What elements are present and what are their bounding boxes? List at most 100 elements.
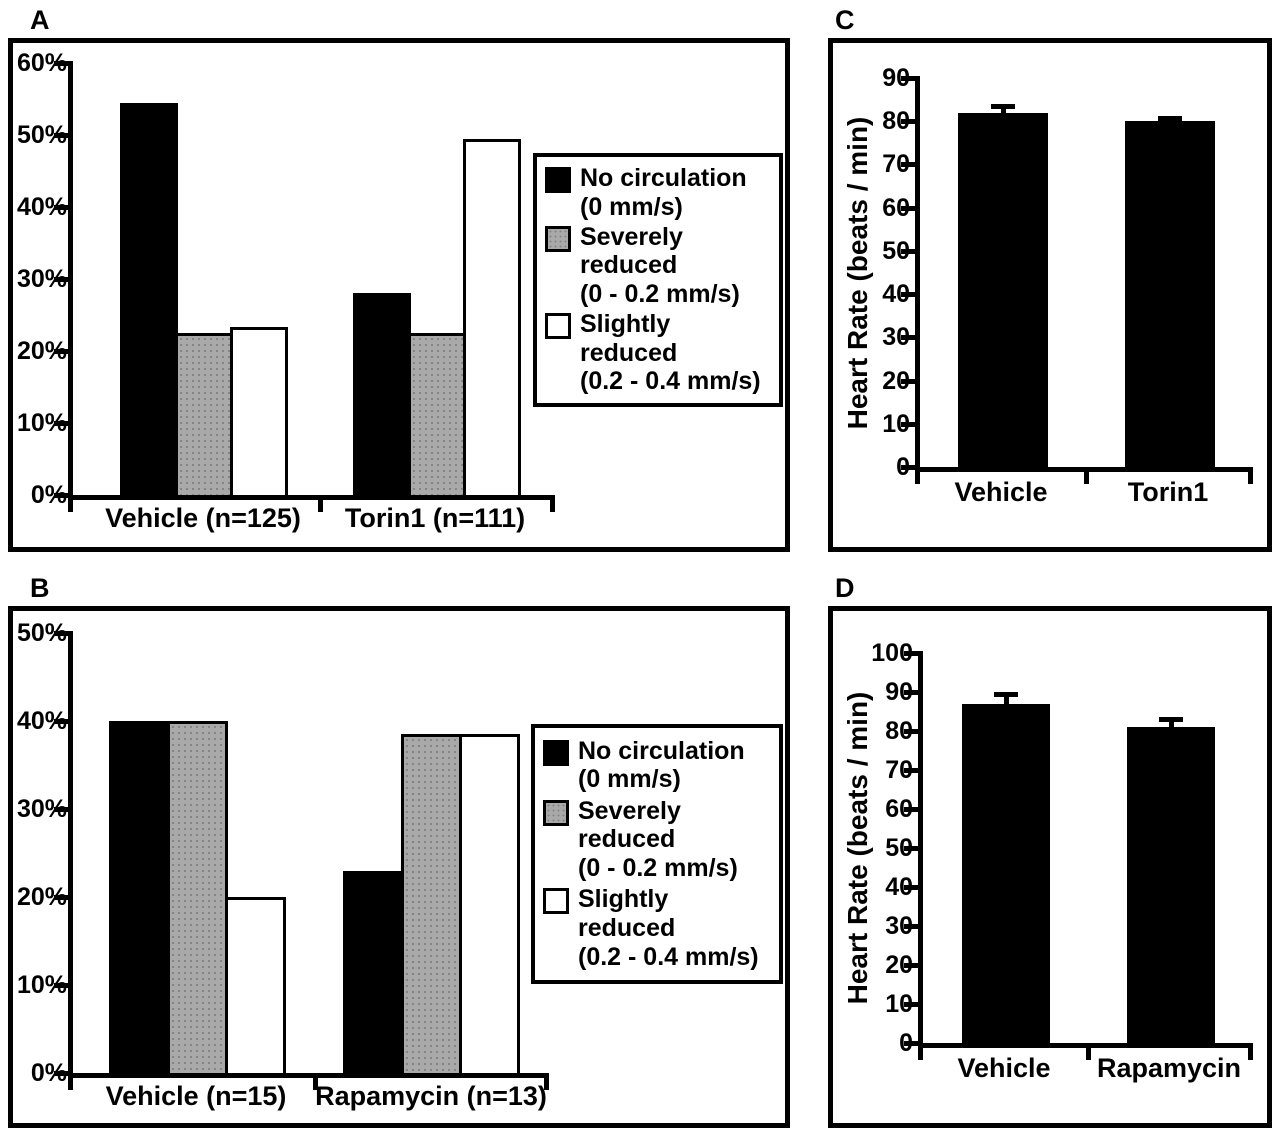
y-tick-label: 80 — [882, 107, 910, 136]
x-axis-line — [68, 495, 555, 500]
bar-black — [343, 870, 404, 1076]
y-tick-label: 20 — [885, 951, 913, 979]
legend-label-line2: (0 - 0.2 mm/s) — [580, 280, 740, 308]
bar-white — [463, 138, 521, 498]
y-tick-label: 30% — [16, 265, 67, 293]
y-tick-label: 10 — [885, 990, 913, 1018]
y-tick — [901, 119, 920, 125]
legend-label-line2: (0 mm/s) — [580, 192, 683, 221]
x-category-label: Rapamycin (n=13) — [315, 1081, 547, 1111]
x-axis-line — [68, 1073, 549, 1078]
y-tick — [54, 205, 73, 210]
y-tick-label: 10 — [882, 409, 910, 438]
legend-entry: No circulation (0 mm/s) — [545, 164, 771, 222]
y-tick-label: 10% — [16, 409, 67, 437]
y-tick-label: 50% — [16, 619, 67, 647]
x-tick — [318, 495, 323, 512]
x-axis-line — [918, 1043, 1253, 1048]
legend-entry: No circulation (0 mm/s) — [543, 737, 771, 795]
panel-b-chart: Vehicle (n=15) Rapamycin (n=13) 0% 10% 20% 30… — [8, 606, 790, 1128]
y-tick-label: 30 — [882, 323, 910, 352]
y-tick — [904, 1041, 923, 1046]
y-tick-label: 20% — [16, 883, 67, 911]
legend: No circulation (0 mm/s) Severely reduced (0… — [533, 153, 783, 407]
y-tick-label: 90 — [882, 64, 910, 92]
bar-white — [225, 897, 286, 1076]
x-category-label: Torin1 — [1127, 477, 1209, 507]
legend-label: No circulation (0 mm/s) — [578, 737, 745, 795]
error-bar-cap — [991, 104, 1015, 110]
y-tick — [54, 1071, 73, 1076]
panel-d-chart: Vehicle Rapamycin 0 10 20 30 40 50 60 70 80 90 100 He… — [828, 606, 1272, 1128]
y-axis-line — [68, 633, 73, 1078]
error-bar-cap — [1159, 717, 1183, 723]
gray-swatch — [545, 225, 571, 252]
y-tick — [904, 924, 923, 929]
panel-c-label: C — [835, 5, 855, 35]
y-tick — [54, 349, 73, 354]
x-tick — [68, 495, 73, 512]
bar-black — [120, 102, 178, 498]
x-tick — [1248, 467, 1253, 484]
white-swatch — [543, 888, 569, 915]
bar-black — [353, 293, 411, 498]
y-tick — [54, 719, 73, 724]
legend-entry: Slightly reduced (0.2 - 0.4 mm/s) — [545, 310, 771, 396]
y-tick — [904, 963, 923, 968]
y-tick-label: 50 — [885, 834, 913, 862]
legend-entry: Severely reduced (0 - 0.2 mm/s) — [543, 797, 771, 883]
y-tick-label: 30% — [16, 795, 67, 823]
x-category-label: Vehicle — [957, 1053, 1051, 1083]
y-tick-label: 0% — [30, 481, 67, 509]
bar-gray — [408, 333, 466, 498]
x-category-label: Vehicle (n=15) — [105, 1081, 287, 1111]
y-tick-label: 60 — [885, 795, 913, 823]
bar-black — [962, 703, 1050, 1046]
legend-label-line2: (0.2 - 0.4 mm/s) — [580, 367, 761, 396]
bar-gray — [167, 721, 228, 1076]
y-tick — [904, 807, 923, 812]
y-axis-title: Heart Rate (beats / min) — [842, 691, 873, 1005]
y-tick — [901, 162, 920, 168]
legend-label-line1: No circulation — [580, 164, 747, 192]
legend-label: No circulation (0 mm/s) — [580, 164, 747, 222]
error-bar-stem — [1003, 693, 1009, 704]
y-tick-label: 30 — [885, 912, 913, 940]
bar-black — [958, 112, 1048, 470]
y-tick — [904, 885, 923, 890]
x-category-label: Vehicle (n=125) — [105, 503, 301, 533]
y-tick — [901, 378, 920, 384]
black-swatch — [543, 739, 569, 766]
y-tick — [54, 133, 73, 138]
y-tick — [54, 631, 73, 636]
y-tick — [54, 895, 73, 900]
legend-label-line1: No circulation — [578, 736, 745, 765]
y-tick-label: 50 — [882, 236, 910, 265]
y-tick-label: 70 — [882, 150, 910, 179]
panel-b-label: B — [30, 573, 50, 603]
y-tick — [901, 205, 920, 211]
x-tick — [915, 467, 920, 484]
legend-label-line1: Severely reduced — [580, 222, 683, 280]
x-tick — [550, 495, 555, 512]
x-tick — [544, 1073, 549, 1090]
y-tick — [901, 76, 920, 81]
y-tick-label: 0 — [896, 453, 910, 481]
y-tick — [904, 1002, 923, 1007]
y-tick — [54, 277, 73, 282]
y-tick-label: 40% — [16, 193, 67, 221]
legend-label: Severely reduced (0 - 0.2 mm/s) — [578, 797, 771, 883]
y-tick — [54, 807, 73, 812]
y-tick-label: 10% — [16, 971, 67, 999]
legend-label-line1: Slightly reduced — [580, 309, 678, 367]
y-tick-label: 50% — [16, 121, 67, 149]
bar-white — [230, 327, 288, 498]
y-tick — [54, 983, 73, 988]
panel-d-label: D — [835, 573, 855, 603]
legend-entry: Severely reduced (0 - 0.2 mm/s) — [545, 223, 771, 309]
y-tick — [901, 292, 920, 298]
y-tick-label: 90 — [885, 678, 913, 706]
y-tick-label: 60% — [16, 49, 67, 77]
y-tick-label: 100 — [871, 639, 913, 667]
